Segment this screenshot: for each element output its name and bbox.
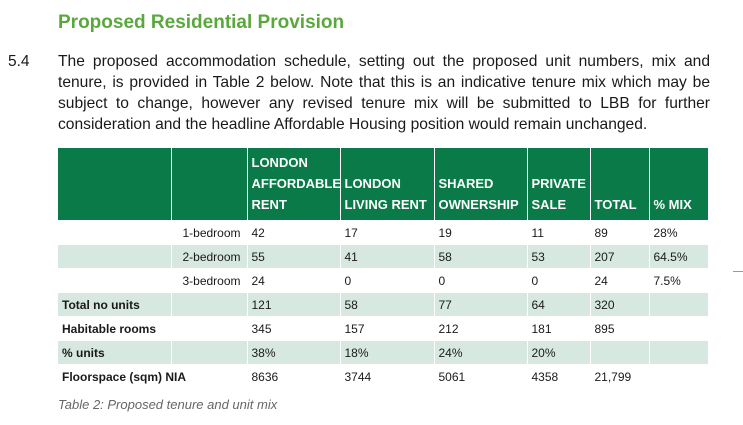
table-row: 2-bedroom 55 41 58 53 207 64.5% <box>58 244 708 269</box>
table-cell: 77 <box>433 292 527 317</box>
row-label: 3-bedroom <box>170 268 247 293</box>
table-cell: 28% <box>648 220 708 245</box>
table-cell: 89 <box>589 220 649 245</box>
table-cell: 17 <box>339 220 434 245</box>
row-label: Floorspace (sqm) NIA <box>58 364 186 388</box>
table-cell: 24% <box>433 340 527 365</box>
row-label: 1-bedroom <box>170 220 247 245</box>
table-cell: 64.5% <box>648 244 708 269</box>
table-cell: 157 <box>339 316 434 341</box>
table-row: 3-bedroom 24 0 0 0 24 7.5% <box>58 268 708 293</box>
table-cell: 38% <box>246 340 340 365</box>
table-cell <box>648 340 708 365</box>
table-cell: 0 <box>339 268 434 293</box>
header-summary-col <box>58 148 171 221</box>
table-cell: 64 <box>526 292 590 317</box>
header-private-sale: PRIVATE SALE <box>526 148 590 221</box>
table-cell: 8636 <box>246 364 340 388</box>
table-cell: 55 <box>246 244 340 269</box>
table-row: 1-bedroom 42 17 19 11 89 28% <box>58 220 708 245</box>
table-cell: 21,799 <box>589 364 649 388</box>
table-row: Total no units 121 58 77 64 320 <box>58 292 708 317</box>
header-london-living-rent: LONDON LIVING RENT <box>339 148 434 221</box>
table-row: Floorspace (sqm) NIA 8636 3744 5061 4358… <box>58 364 708 388</box>
table-cell: 24 <box>589 268 649 293</box>
margin-mark <box>733 271 743 272</box>
table-cell: 24 <box>246 268 340 293</box>
paragraph-number: 5.4 <box>8 53 30 70</box>
table-cell: 41 <box>339 244 434 269</box>
row-label: Total no units <box>58 292 171 317</box>
table-cell: 345 <box>246 316 340 341</box>
table-cell: 5061 <box>433 364 527 388</box>
table-cell: 181 <box>526 316 590 341</box>
table-cell: 207 <box>589 244 649 269</box>
row-label: % units <box>58 340 171 365</box>
table-cell: 53 <box>526 244 590 269</box>
table-cell: 0 <box>433 268 527 293</box>
row-label: Habitable rooms <box>58 316 171 341</box>
table-row: % units 38% 18% 24% 20% <box>58 340 708 365</box>
table-cell: 7.5% <box>648 268 708 293</box>
table-cell: 11 <box>526 220 590 245</box>
table-cell <box>648 364 708 388</box>
table-cell: 20% <box>526 340 590 365</box>
table-cell: 320 <box>589 292 649 317</box>
table-cell: 3744 <box>339 364 434 388</box>
table-cell <box>648 316 708 341</box>
tenure-mix-table: LONDON AFFORDABLE RENT LONDON LIVING REN… <box>58 148 708 388</box>
table-cell: 58 <box>433 244 527 269</box>
table-cell: 212 <box>433 316 527 341</box>
table-cell <box>648 292 708 317</box>
table-cell: 19 <box>433 220 527 245</box>
table-cell: 121 <box>246 292 340 317</box>
header-percent-mix: % MIX <box>648 148 708 221</box>
header-total: TOTAL <box>589 148 649 221</box>
row-label: 2-bedroom <box>170 244 247 269</box>
table-cell: 4358 <box>526 364 590 388</box>
table-cell: 895 <box>589 316 649 341</box>
section-heading: Proposed Residential Provision <box>58 12 345 33</box>
table-cell: 42 <box>246 220 340 245</box>
table-caption: Table 2: Proposed tenure and unit mix <box>58 397 278 412</box>
table-cell: 18% <box>339 340 434 365</box>
paragraph-text: The proposed accommodation schedule, set… <box>58 53 710 133</box>
table-cell: 58 <box>339 292 434 317</box>
table-cell <box>589 340 649 365</box>
header-bedroom-col <box>170 148 247 221</box>
header-shared-ownership: SHARED OWNERSHIP <box>433 148 527 221</box>
table-cell: 0 <box>526 268 590 293</box>
table-row: Habitable rooms 345 157 212 181 895 <box>58 316 708 341</box>
table-header-row: LONDON AFFORDABLE RENT LONDON LIVING REN… <box>58 148 708 221</box>
header-london-affordable-rent: LONDON AFFORDABLE RENT <box>246 148 341 221</box>
